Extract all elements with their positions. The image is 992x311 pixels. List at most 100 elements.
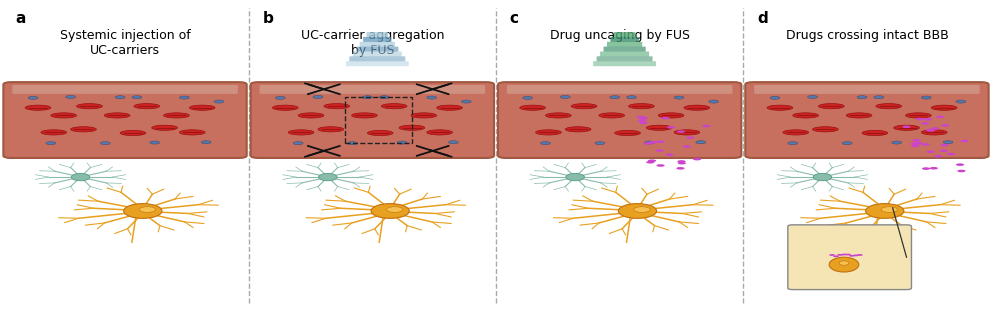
Ellipse shape <box>70 127 96 132</box>
Circle shape <box>927 151 934 153</box>
FancyBboxPatch shape <box>498 82 741 158</box>
Circle shape <box>903 125 911 128</box>
Text: Systemic injection of
UC-carriers: Systemic injection of UC-carriers <box>60 29 190 57</box>
Circle shape <box>708 100 718 103</box>
Circle shape <box>927 129 935 132</box>
Circle shape <box>666 153 674 156</box>
Ellipse shape <box>876 104 902 109</box>
FancyBboxPatch shape <box>367 32 388 37</box>
Circle shape <box>595 142 605 145</box>
Ellipse shape <box>565 127 591 132</box>
Circle shape <box>644 142 652 145</box>
Circle shape <box>921 122 930 125</box>
Circle shape <box>957 170 965 172</box>
Text: d: d <box>757 11 768 26</box>
Circle shape <box>682 145 691 148</box>
Ellipse shape <box>767 105 793 110</box>
Circle shape <box>180 96 189 99</box>
Ellipse shape <box>839 261 849 265</box>
Circle shape <box>677 167 684 169</box>
Circle shape <box>911 145 920 147</box>
Ellipse shape <box>104 113 130 118</box>
Circle shape <box>926 129 933 131</box>
Circle shape <box>150 141 160 144</box>
Ellipse shape <box>618 204 657 218</box>
Circle shape <box>930 167 938 169</box>
Ellipse shape <box>818 104 844 109</box>
Ellipse shape <box>813 174 831 181</box>
Circle shape <box>640 117 648 119</box>
Circle shape <box>916 118 925 120</box>
Circle shape <box>956 163 964 166</box>
Ellipse shape <box>683 105 709 110</box>
Ellipse shape <box>318 127 343 132</box>
Ellipse shape <box>367 130 393 136</box>
Circle shape <box>677 130 685 133</box>
Circle shape <box>362 96 372 99</box>
FancyBboxPatch shape <box>346 61 409 66</box>
Ellipse shape <box>931 105 957 110</box>
FancyBboxPatch shape <box>260 85 485 94</box>
FancyBboxPatch shape <box>600 52 649 57</box>
Ellipse shape <box>51 113 76 118</box>
Circle shape <box>667 126 676 129</box>
Circle shape <box>922 167 930 170</box>
Circle shape <box>946 153 955 156</box>
FancyBboxPatch shape <box>603 47 646 52</box>
Circle shape <box>845 253 851 255</box>
Circle shape <box>523 96 533 100</box>
Circle shape <box>627 96 637 99</box>
Circle shape <box>638 119 646 122</box>
FancyBboxPatch shape <box>356 47 399 52</box>
Circle shape <box>874 96 884 99</box>
Ellipse shape <box>674 130 699 135</box>
Ellipse shape <box>387 207 403 212</box>
Bar <box>344 97 412 143</box>
Circle shape <box>427 96 436 99</box>
Ellipse shape <box>76 104 102 109</box>
Circle shape <box>857 96 867 99</box>
Ellipse shape <box>164 113 189 118</box>
Ellipse shape <box>180 130 205 135</box>
Circle shape <box>28 96 38 100</box>
Ellipse shape <box>922 130 947 135</box>
Ellipse shape <box>371 204 410 218</box>
FancyBboxPatch shape <box>754 85 980 94</box>
Ellipse shape <box>881 207 898 212</box>
Ellipse shape <box>793 113 818 118</box>
FancyBboxPatch shape <box>3 82 247 158</box>
Circle shape <box>849 255 855 257</box>
Circle shape <box>702 125 710 128</box>
Ellipse shape <box>436 105 462 110</box>
Circle shape <box>678 160 685 163</box>
Text: c: c <box>510 11 519 26</box>
Ellipse shape <box>615 130 641 136</box>
Circle shape <box>648 160 656 162</box>
Ellipse shape <box>536 130 561 135</box>
Ellipse shape <box>520 105 546 110</box>
FancyBboxPatch shape <box>607 42 642 47</box>
Circle shape <box>837 254 843 256</box>
Ellipse shape <box>351 113 377 118</box>
FancyBboxPatch shape <box>251 82 494 158</box>
Ellipse shape <box>120 130 146 136</box>
Ellipse shape <box>894 125 920 130</box>
Circle shape <box>956 100 966 103</box>
Circle shape <box>649 141 658 144</box>
Ellipse shape <box>299 113 323 118</box>
Ellipse shape <box>812 127 838 132</box>
Ellipse shape <box>427 130 452 135</box>
Text: a: a <box>15 11 26 26</box>
Ellipse shape <box>289 130 314 135</box>
Circle shape <box>788 142 798 145</box>
Circle shape <box>842 142 852 145</box>
Circle shape <box>913 139 921 142</box>
Circle shape <box>693 158 701 160</box>
Circle shape <box>936 115 944 118</box>
Ellipse shape <box>134 104 160 109</box>
FancyBboxPatch shape <box>610 37 639 42</box>
Circle shape <box>833 255 839 257</box>
Circle shape <box>939 150 948 152</box>
Circle shape <box>646 161 655 164</box>
Circle shape <box>662 117 670 119</box>
